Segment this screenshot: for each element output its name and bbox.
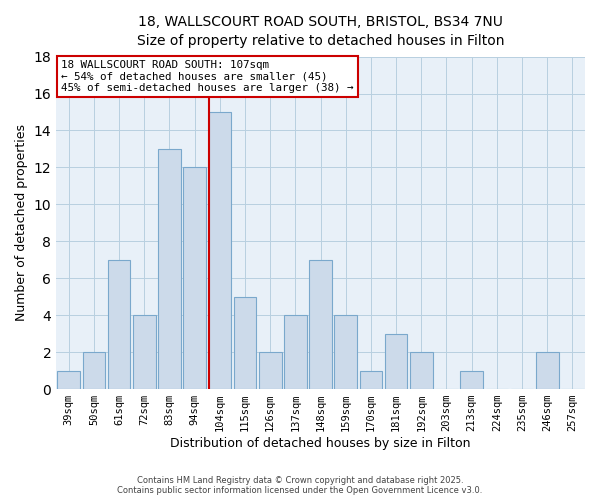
Bar (158, 149, 181, 389)
Bar (184, 168, 206, 389)
Y-axis label: Number of detached properties: Number of detached properties (15, 124, 28, 322)
Title: 18, WALLSCOURT ROAD SOUTH, BRISTOL, BS34 7NU
Size of property relative to detach: 18, WALLSCOURT ROAD SOUTH, BRISTOL, BS34… (137, 15, 505, 48)
Bar (133, 315, 155, 389)
Bar (83, 352, 105, 389)
Bar (108, 260, 130, 389)
Bar (460, 370, 483, 389)
Bar (234, 296, 256, 389)
Bar (284, 315, 307, 389)
Bar (334, 315, 357, 389)
Bar (259, 352, 281, 389)
Text: Contains HM Land Registry data © Crown copyright and database right 2025.
Contai: Contains HM Land Registry data © Crown c… (118, 476, 482, 495)
Bar (385, 334, 407, 389)
Bar (410, 352, 433, 389)
Bar (309, 260, 332, 389)
Text: 18 WALLSCOURT ROAD SOUTH: 107sqm
← 54% of detached houses are smaller (45)
45% o: 18 WALLSCOURT ROAD SOUTH: 107sqm ← 54% o… (61, 60, 354, 93)
Bar (209, 112, 231, 389)
Bar (536, 352, 559, 389)
Bar (58, 370, 80, 389)
Bar (359, 370, 382, 389)
X-axis label: Distribution of detached houses by size in Filton: Distribution of detached houses by size … (170, 437, 471, 450)
